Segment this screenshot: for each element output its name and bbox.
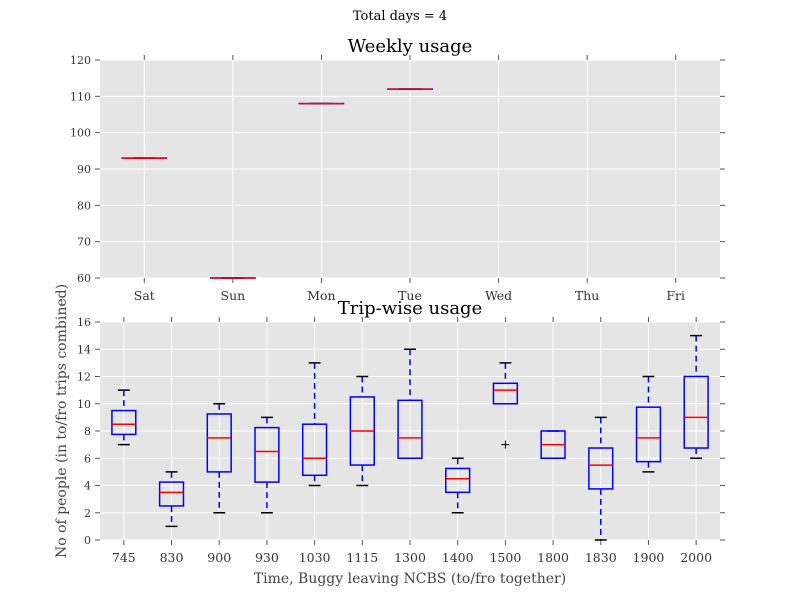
box-iqr — [492, 382, 519, 405]
box-iqr — [254, 426, 280, 483]
box-1400 — [445, 457, 471, 514]
x-tick-label: 930 — [255, 550, 279, 565]
x-tick-label: Tue — [398, 288, 422, 303]
x-tick-label: 830 — [160, 550, 184, 565]
box-2000 — [683, 334, 709, 459]
box-iqr — [397, 399, 423, 459]
box-iqr — [588, 447, 614, 490]
y-tick-label: 110 — [70, 90, 91, 103]
y-tick-label: 70 — [77, 236, 91, 249]
box-830 — [158, 471, 185, 528]
x-tick-label: 2000 — [680, 550, 712, 565]
y-tick-label: 10 — [77, 398, 91, 411]
x-tick-label: 1500 — [489, 550, 521, 565]
x-tick-label: 1830 — [585, 550, 617, 565]
outlier-marker — [501, 440, 510, 449]
x-tick-label: 1900 — [633, 550, 665, 565]
box-iqr — [635, 406, 662, 463]
x-tick-label: 1030 — [299, 550, 331, 565]
y-tick-label: 60 — [77, 272, 91, 285]
x-tick-label: Sun — [221, 288, 246, 303]
figure-suptitle: Total days = 4 — [352, 9, 448, 24]
y-tick-label: 12 — [77, 371, 91, 384]
box-900 — [206, 403, 232, 514]
y-axis-label: No of people (in to/fro trips combined) — [54, 284, 70, 558]
x-tick-label: 900 — [207, 550, 231, 565]
box-iqr — [111, 409, 137, 436]
box-iqr — [445, 467, 471, 494]
box-1800 — [540, 430, 566, 459]
x-tick-label: 1400 — [442, 550, 474, 565]
y-tick-label: 16 — [77, 316, 91, 329]
x-tick-label: 1800 — [537, 550, 569, 565]
box-1030 — [301, 362, 328, 487]
box-1115 — [349, 375, 375, 487]
x-tick-label: Fri — [666, 288, 685, 303]
box-iqr — [206, 413, 232, 473]
box-1900 — [635, 375, 662, 473]
x-tick-label: 745 — [112, 550, 136, 565]
y-tick-label: 6 — [84, 452, 91, 465]
y-tick-label: 80 — [77, 199, 91, 212]
x-tick-label: 1115 — [346, 550, 378, 565]
chart-title-1: Weekly usage — [348, 36, 473, 57]
box-745 — [111, 389, 137, 446]
y-tick-label: 120 — [70, 54, 91, 67]
y-tick-label: 2 — [84, 507, 91, 520]
box-930 — [254, 416, 280, 514]
box-iqr — [683, 375, 709, 449]
y-tick-label: 14 — [77, 343, 91, 356]
x-tick-label: Mon — [307, 288, 335, 303]
y-tick-label: 0 — [84, 534, 91, 547]
x-tick-label: Sat — [134, 288, 155, 303]
x-axis-label: Time, Buggy leaving NCBS (to/fro togethe… — [254, 571, 566, 587]
box-1500 — [492, 362, 519, 449]
x-tick-label: Thu — [575, 288, 599, 303]
y-tick-label: 8 — [84, 425, 91, 438]
box-1300 — [397, 348, 423, 459]
box-iqr — [158, 481, 185, 507]
box-iqr — [301, 423, 328, 477]
y-tick-label: 100 — [70, 127, 91, 140]
x-tick-label: Wed — [485, 288, 512, 303]
box-1830 — [588, 416, 614, 541]
chart-title-2: Trip-wise usage — [338, 298, 482, 319]
y-tick-label: 90 — [77, 163, 91, 176]
x-tick-label: 1300 — [394, 550, 426, 565]
y-tick-label: 4 — [84, 480, 91, 493]
